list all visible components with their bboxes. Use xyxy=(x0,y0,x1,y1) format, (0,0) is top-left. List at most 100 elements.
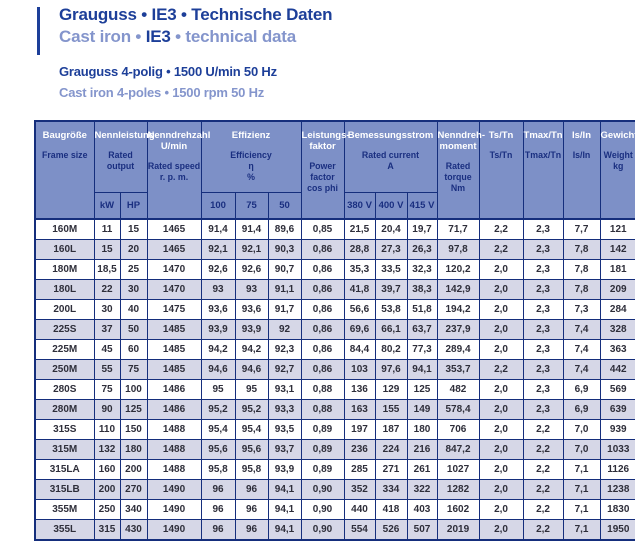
cell-ts-tn: 2,0 xyxy=(478,319,524,340)
cell-current-415v: 26,3 xyxy=(406,239,438,260)
cell-ts-tn: 2,2 xyxy=(478,218,524,240)
cell-frame-size: 280M xyxy=(34,399,95,420)
col-subheader-hp: HP xyxy=(119,192,148,220)
cell-current-415v: 19,7 xyxy=(406,218,438,240)
cell-current-415v: 63,7 xyxy=(406,319,438,340)
cell-speed: 1486 xyxy=(146,379,202,400)
cell-hp: 180 xyxy=(119,439,148,460)
cell-current-400v: 27,3 xyxy=(374,239,408,260)
cell-kw: 22 xyxy=(93,279,121,300)
cell-is-in: 7,1 xyxy=(562,479,601,500)
cell-eff-50: 94,1 xyxy=(267,499,302,520)
cell-current-380v: 136 xyxy=(343,379,376,400)
cell-eff-100: 94,2 xyxy=(200,339,236,360)
cell-current-415v: 149 xyxy=(406,399,438,420)
table-row: 180L 22 30 1470 93 93 91,1 0,86 41,8 39,7 38,3 142,… xyxy=(34,279,635,300)
cell-speed: 1470 xyxy=(146,279,202,300)
cell-torque: 289,4 xyxy=(436,339,480,360)
cell-kw: 160 xyxy=(93,459,121,480)
cell-ts-tn: 2,0 xyxy=(478,479,524,500)
cell-tmax-tn: 2,3 xyxy=(522,259,564,280)
cell-current-415v: 216 xyxy=(406,439,438,460)
cell-kw: 315 xyxy=(93,519,121,541)
cell-cos-phi: 0,88 xyxy=(300,399,345,420)
cell-cos-phi: 0,88 xyxy=(300,379,345,400)
cell-tmax-tn: 2,3 xyxy=(522,319,564,340)
frame-size-label-de: Baugröße xyxy=(42,130,87,141)
cell-current-380v: 56,6 xyxy=(343,299,376,320)
cell-torque: 237,9 xyxy=(436,319,480,340)
table-row: 355M 250 340 1490 96 96 94,1 0,90 440 418 403 1602 2… xyxy=(34,499,635,520)
table-row: 280M 90 125 1486 95,2 95,2 93,3 0,88 163 155 149 57… xyxy=(34,399,635,420)
cell-eff-100: 94,6 xyxy=(200,359,236,380)
cell-eff-75: 95,2 xyxy=(234,399,269,420)
cell-current-415v: 322 xyxy=(406,479,438,500)
cell-frame-size: 160L xyxy=(34,239,95,260)
cell-eff-75: 91,4 xyxy=(234,218,269,240)
cell-speed: 1465 xyxy=(146,218,202,240)
rated-current-label-en: Rated current A xyxy=(361,150,420,172)
cell-tmax-tn: 2,3 xyxy=(522,239,564,260)
cell-hp: 40 xyxy=(119,299,148,320)
cell-tmax-tn: 2,3 xyxy=(522,339,564,360)
cell-weight: 639 xyxy=(599,399,635,420)
page-subtitle-en: Cast iron 4-poles • 1500 rpm 50 Hz xyxy=(59,85,265,100)
cell-ts-tn: 2,2 xyxy=(478,359,524,380)
cell-torque: 482 xyxy=(436,379,480,400)
rated-current-label-de: Bemessungsstrom xyxy=(347,130,434,141)
cell-ts-tn: 2,0 xyxy=(478,279,524,300)
efficiency-label-en: Efficiency η % xyxy=(230,150,272,183)
cell-kw: 90 xyxy=(93,399,121,420)
col-subheader-415v: 415 V xyxy=(406,192,438,220)
cell-is-in: 7,4 xyxy=(562,319,601,340)
cell-hp: 25 xyxy=(119,259,148,280)
ts-tn-label-de: Ts/Tn xyxy=(488,130,514,141)
cell-hp: 30 xyxy=(119,279,148,300)
cell-eff-50: 91,7 xyxy=(267,299,302,320)
cell-kw: 55 xyxy=(93,359,121,380)
cell-current-400v: 155 xyxy=(374,399,408,420)
cell-eff-75: 92,6 xyxy=(234,259,269,280)
cell-frame-size: 250M xyxy=(34,359,95,380)
page-title-en-suffix: • technical data xyxy=(170,27,296,46)
cell-hp: 75 xyxy=(119,359,148,380)
cell-frame-size: 200L xyxy=(34,299,95,320)
cell-kw: 15 xyxy=(93,239,121,260)
cell-ts-tn: 2,0 xyxy=(478,379,524,400)
cell-speed: 1485 xyxy=(146,359,202,380)
cell-tmax-tn: 2,3 xyxy=(522,399,564,420)
cell-eff-100: 95 xyxy=(200,379,236,400)
cell-current-415v: 94,1 xyxy=(406,359,438,380)
cell-speed: 1488 xyxy=(146,419,202,440)
cell-weight: 939 xyxy=(599,419,635,440)
cell-torque: 1027 xyxy=(436,459,480,480)
col-header-ts-tn: Ts/Tn Ts/Tn xyxy=(478,120,524,220)
page-title-en-ie3: IE3 xyxy=(145,27,171,46)
col-header-rated-current: Bemessungsstrom Rated current A xyxy=(343,120,438,193)
cell-torque: 847,2 xyxy=(436,439,480,460)
cell-current-380v: 352 xyxy=(343,479,376,500)
cell-cos-phi: 0,90 xyxy=(300,479,345,500)
cell-frame-size: 225M xyxy=(34,339,95,360)
is-in-label-en: Is/In xyxy=(572,150,591,161)
cell-eff-100: 91,4 xyxy=(200,218,236,240)
cell-current-380v: 197 xyxy=(343,419,376,440)
table-row: 250M 55 75 1485 94,6 94,6 92,7 0,86 103 97,6 94,1 3… xyxy=(34,359,635,380)
cell-kw: 200 xyxy=(93,479,121,500)
cell-current-415v: 261 xyxy=(406,459,438,480)
cell-eff-75: 95,8 xyxy=(234,459,269,480)
rated-speed-label-de: Nenndrehzahl U/min xyxy=(147,130,211,153)
cell-cos-phi: 0,86 xyxy=(300,279,345,300)
cell-speed: 1486 xyxy=(146,399,202,420)
cell-current-380v: 285 xyxy=(343,459,376,480)
cell-hp: 50 xyxy=(119,319,148,340)
cell-frame-size: 315S xyxy=(34,419,95,440)
cell-kw: 250 xyxy=(93,499,121,520)
cell-current-400v: 20,4 xyxy=(374,218,408,240)
cell-speed: 1465 xyxy=(146,239,202,260)
cell-eff-75: 92,1 xyxy=(234,239,269,260)
cell-speed: 1485 xyxy=(146,339,202,360)
cell-torque: 706 xyxy=(436,419,480,440)
cell-is-in: 7,4 xyxy=(562,339,601,360)
cell-is-in: 7,0 xyxy=(562,419,601,440)
